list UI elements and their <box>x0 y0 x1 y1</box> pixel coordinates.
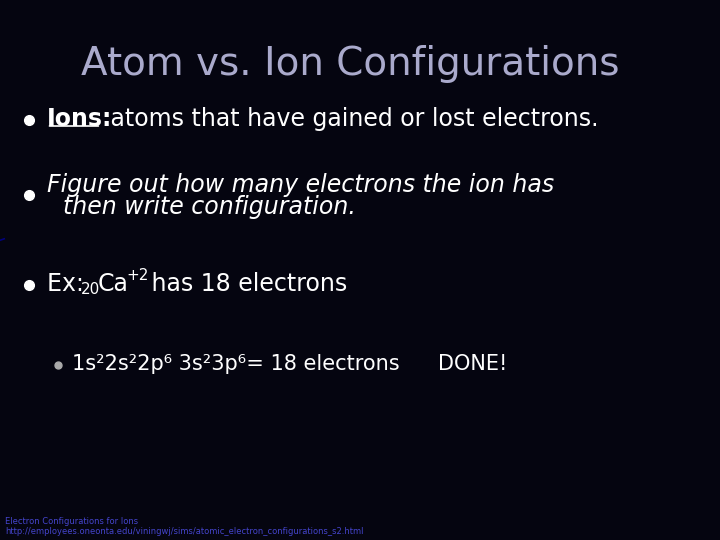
Text: 1s²2s²2p⁶ 3s²3p⁶: 1s²2s²2p⁶ 3s²3p⁶ <box>72 354 246 374</box>
Text: DONE!: DONE! <box>438 354 507 374</box>
Text: Ca: Ca <box>97 272 128 296</box>
Text: +2: +2 <box>127 268 149 284</box>
Text: Ions:: Ions: <box>47 107 112 131</box>
Text: http://employees.oneonta.edu/viningwj/sims/atomic_electron_configurations_s2.htm: http://employees.oneonta.edu/viningwj/si… <box>5 528 364 537</box>
Text: Ex:: Ex: <box>47 272 91 296</box>
Text: = 18 electrons: = 18 electrons <box>233 354 400 374</box>
Text: atoms that have gained or lost electrons.: atoms that have gained or lost electrons… <box>103 107 598 131</box>
Text: then write configuration.: then write configuration. <box>63 195 356 219</box>
Text: 20: 20 <box>81 281 100 296</box>
Text: Atom vs. Ion Configurations: Atom vs. Ion Configurations <box>81 45 619 83</box>
Text: Figure out how many electrons the ion has: Figure out how many electrons the ion ha… <box>47 173 554 197</box>
Text: Electron Configurations for Ions: Electron Configurations for Ions <box>5 517 138 526</box>
Text: has 18 electrons: has 18 electrons <box>144 272 347 296</box>
